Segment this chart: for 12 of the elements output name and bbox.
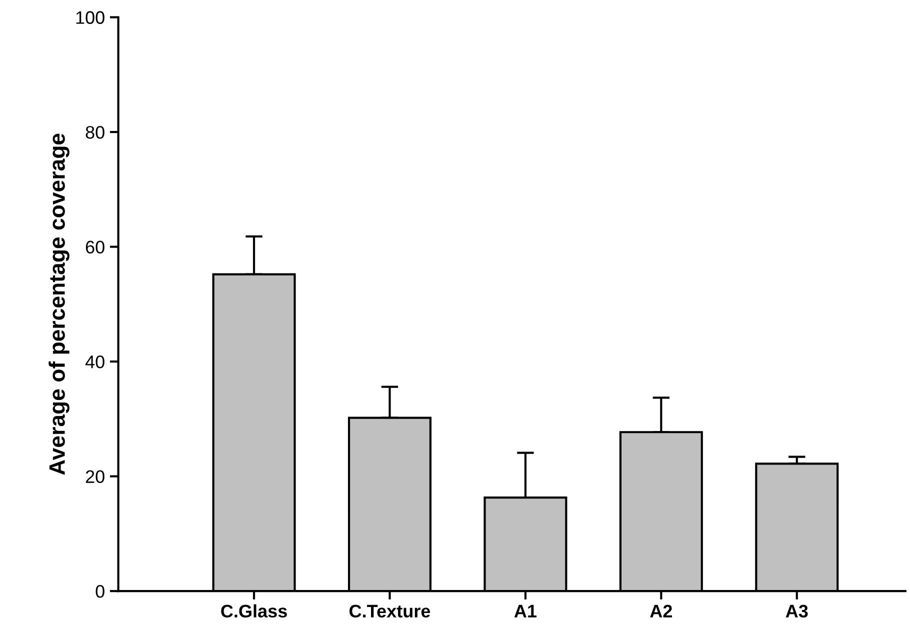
y-tick-label: 20 <box>86 470 104 484</box>
x-tick-label: A3 <box>786 604 808 618</box>
x-tick-label: A1 <box>514 604 536 618</box>
y-tick-label: 60 <box>86 240 104 254</box>
y-tick-label: 80 <box>86 126 104 139</box>
y-tick-label: 40 <box>85 355 104 368</box>
x-tick-label: C.Glass <box>221 604 287 618</box>
y-tick-label: 0 <box>96 585 104 598</box>
y-tick-label: 100 <box>76 11 104 24</box>
x-tick-label: A2 <box>650 604 672 618</box>
x-tick-label: C.Texture <box>350 604 430 618</box>
y-axis-title: Average of percentage coverage <box>48 134 70 475</box>
